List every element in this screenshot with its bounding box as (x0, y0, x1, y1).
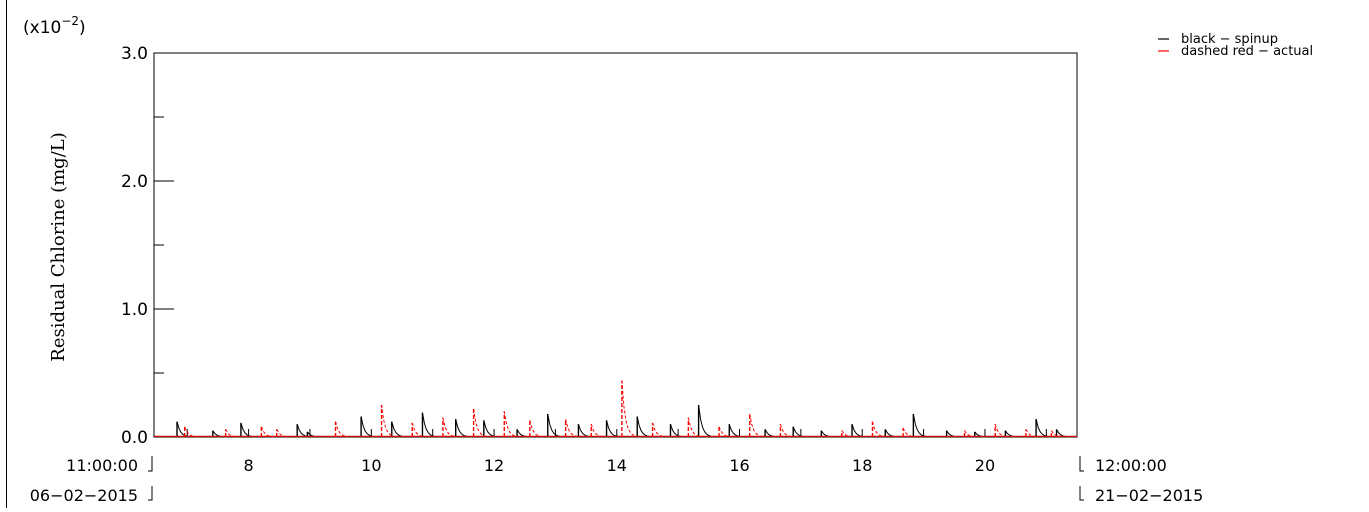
y-axis: 0.0 1.0 2.0 3.0 (121, 44, 174, 448)
series-tail (884, 429, 898, 438)
series-tail (841, 430, 854, 438)
x-tick-label: 18 (852, 456, 872, 475)
series-tail (964, 430, 977, 438)
series-tail (764, 429, 778, 438)
x-tick-label: 10 (361, 456, 381, 475)
series-tail (240, 422, 254, 438)
series-tail (577, 424, 591, 438)
series-tail (994, 424, 1008, 438)
x-tick-label: 14 (607, 456, 627, 475)
x-start-time: 11:00:00 (66, 456, 138, 475)
series-tail (1051, 430, 1064, 438)
series-tail (411, 422, 425, 438)
x-start-time-bracket (148, 456, 153, 472)
series-tail (749, 413, 762, 437)
series-group (154, 404, 1077, 438)
series-tail (547, 413, 560, 437)
series-tail (621, 380, 635, 436)
x-tick-label: 16 (729, 456, 749, 475)
series-tail (698, 404, 711, 437)
x-end-time: 12:00:00 (1095, 456, 1167, 475)
series-tail (335, 421, 348, 438)
series-tail (529, 420, 542, 438)
y-tick-label: 1.0 (121, 300, 148, 320)
series-tail (718, 426, 732, 438)
x-tick-label: 20 (975, 456, 995, 475)
series-tail (276, 429, 289, 438)
y-tick-label: 0.0 (121, 428, 148, 448)
series-tail (381, 404, 394, 437)
series-tail (442, 417, 456, 437)
series-tail (652, 422, 665, 438)
x-end-date: 21−02−2015 (1095, 486, 1203, 505)
series-tail (871, 421, 885, 438)
series-group (154, 380, 1077, 438)
series-tail (391, 421, 404, 438)
series-tail (260, 426, 274, 438)
legend-entry: black − spinup (1181, 32, 1278, 47)
x-end-date-bracket (1079, 486, 1084, 501)
series-tail (779, 424, 793, 438)
series-tail (516, 429, 530, 438)
x-tick-label: 8 (244, 456, 254, 475)
plot-area-border (153, 52, 1078, 438)
x-tick-label: 12 (484, 456, 504, 475)
multiplier-close: ) (79, 18, 86, 38)
y-axis-label: Residual Chlorine (mg/L) (48, 132, 69, 361)
plot-frame (153, 52, 1078, 438)
x-axis: 8 10 12 14 16 18 20 (148, 429, 1084, 501)
series-tail (473, 408, 486, 437)
legend-entry: dashed red − actual (1181, 44, 1313, 59)
series-tail (455, 418, 468, 438)
series-tail (590, 424, 604, 438)
left-border (6, 0, 7, 508)
series-layer (154, 380, 1077, 438)
series-tail (421, 412, 435, 437)
multiplier-base: (x10 (23, 18, 61, 38)
multiplier-label: (x10−2) (23, 14, 86, 38)
y-tick-label: 2.0 (121, 172, 148, 192)
series-tail (565, 418, 578, 438)
series-tail (636, 416, 650, 437)
y-tick-label: 3.0 (121, 44, 148, 64)
x-end-time-bracket (1079, 456, 1084, 472)
series-tail (1056, 429, 1069, 438)
series-tail (225, 429, 238, 438)
series-tail (503, 411, 517, 437)
x-start-date-bracket (148, 486, 153, 501)
annotations: (x10−2) Residual Chlorine (mg/L) 11:00:0… (23, 14, 1203, 505)
series-tail (792, 426, 806, 438)
series-tail (669, 424, 683, 438)
series-tail (184, 426, 197, 438)
series-tail (687, 417, 701, 437)
series-tail (912, 413, 926, 437)
multiplier-exponent: −2 (61, 14, 79, 28)
x-start-date: 06−02−2015 (30, 486, 138, 505)
